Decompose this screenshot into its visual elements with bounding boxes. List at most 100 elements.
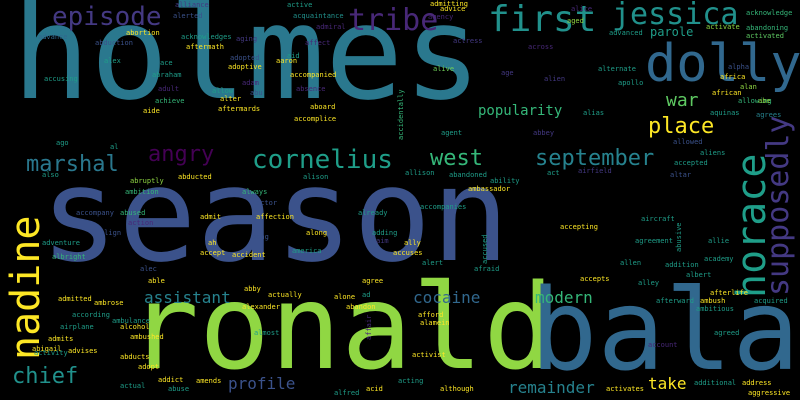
word-agree: agree: [362, 277, 384, 285]
word-afraid: afraid: [474, 265, 500, 273]
word-adding: adding: [372, 229, 398, 237]
word-act: act: [547, 169, 560, 177]
word-episode: episode: [52, 2, 162, 32]
word-adam: adam: [242, 79, 259, 87]
word-aboard: aboard: [310, 103, 336, 111]
word-advice: advice: [440, 5, 466, 13]
word-alley: alley: [638, 279, 660, 287]
word-modern: modern: [535, 288, 593, 307]
word-abuse: abuse: [168, 385, 190, 393]
word-al: al: [110, 143, 119, 151]
word-accompany: accompany: [76, 209, 114, 217]
word-abu: abu: [250, 89, 263, 97]
word-war: war: [666, 90, 699, 111]
word-place: place: [648, 114, 715, 139]
word-aliens: aliens: [700, 149, 726, 157]
word-age: age: [501, 69, 514, 77]
word-adult: adult: [158, 85, 180, 93]
word-aged: aged: [567, 17, 584, 25]
word-admits: admits: [48, 335, 74, 343]
word-marshal: marshal: [26, 152, 119, 177]
word-achieve: achieve: [155, 97, 185, 105]
word-albert: albert: [686, 271, 712, 279]
word-ambrose: ambrose: [94, 299, 124, 307]
word-advanced: advanced: [609, 29, 643, 37]
word-alias: alias: [583, 109, 605, 117]
word-abe: abe: [758, 97, 771, 105]
word-afterlife: afterlife: [710, 289, 748, 297]
word-abby: abby: [244, 285, 261, 293]
word-account: account: [648, 341, 678, 349]
word-accompanies: accompanies: [420, 203, 467, 211]
word-profile: profile: [228, 374, 296, 393]
word-absence: absence: [296, 85, 326, 93]
word-dolly: dolly: [645, 34, 800, 94]
word-accusing: accusing: [44, 75, 78, 83]
word-affair: affair: [365, 314, 373, 340]
word-already: already: [358, 209, 388, 217]
word-adventure: adventure: [42, 239, 80, 247]
word-agreement: agreement: [635, 237, 673, 245]
word-abortion: abortion: [126, 29, 160, 37]
word-amends: amends: [196, 377, 222, 385]
word-ability: ability: [490, 177, 520, 185]
word-accused: accused: [481, 234, 489, 264]
word-acknowledges: acknowledges: [181, 33, 232, 41]
word-allie: allie: [708, 237, 730, 245]
word-addict: addict: [158, 376, 184, 384]
word-angry: angry: [148, 142, 215, 167]
word-aquinas: aquinas: [710, 109, 740, 117]
word-along: along: [306, 229, 328, 237]
word-afterward: afterward: [656, 297, 694, 305]
word-adopt: adopt: [138, 363, 160, 371]
word-nadine: nadine: [3, 215, 49, 361]
word-activity: activity: [34, 349, 68, 357]
word-ambush: ambush: [700, 297, 726, 305]
word-first: first: [488, 0, 597, 40]
word-allison: allison: [405, 169, 435, 177]
word-alec: alec: [140, 265, 157, 273]
word-align: align: [100, 229, 122, 237]
word-ambulance: ambulance: [112, 317, 150, 325]
word-accompanied: accompanied: [290, 71, 337, 79]
word-aaron: aaron: [276, 57, 298, 65]
word-active: active: [287, 1, 313, 9]
word-albright: albright: [52, 253, 86, 261]
word-advance: advance: [38, 33, 68, 41]
word-aim: aim: [376, 237, 389, 245]
word-alter: alter: [220, 95, 242, 103]
word-alamein: alamein: [420, 319, 450, 327]
word-admiral: admiral: [316, 23, 346, 31]
word-always: always: [242, 188, 268, 196]
word-acknowledge: acknowledge: [746, 9, 793, 17]
word-accuses: accuses: [393, 249, 423, 257]
word-alice: alice: [571, 5, 593, 13]
word-accident: accident: [232, 251, 266, 259]
word-abduction: abduction: [95, 39, 133, 47]
word-abused: abused: [120, 209, 146, 217]
word-supposedly: supposedly: [761, 115, 796, 296]
word-alexander: alexander: [242, 303, 280, 311]
word-academy: academy: [704, 255, 734, 263]
word-agrees: agrees: [756, 111, 782, 119]
word-aging: aging: [236, 35, 258, 43]
word-allow: allow: [212, 87, 234, 95]
word-ad: ad: [362, 291, 371, 299]
word-america: america: [292, 247, 322, 255]
word-accepts: accepts: [580, 275, 610, 283]
word-allowing: allowing: [738, 97, 772, 105]
word-able: able: [148, 277, 165, 285]
word-apollo: apollo: [618, 79, 644, 87]
word-although: although: [440, 385, 474, 393]
word-activist: activist: [412, 351, 446, 359]
word-almost: almost: [254, 329, 280, 337]
word-ah: ah: [208, 239, 217, 247]
word-activate: activate: [706, 23, 740, 31]
word-parole: parole: [650, 25, 694, 39]
word-actress: actress: [453, 37, 483, 45]
word-take: take: [648, 374, 687, 393]
word-addition: addition: [665, 261, 699, 269]
word-admit: admit: [200, 213, 222, 221]
word-abandon: abandon: [346, 303, 376, 311]
word-ambassador: ambassador: [468, 185, 511, 193]
